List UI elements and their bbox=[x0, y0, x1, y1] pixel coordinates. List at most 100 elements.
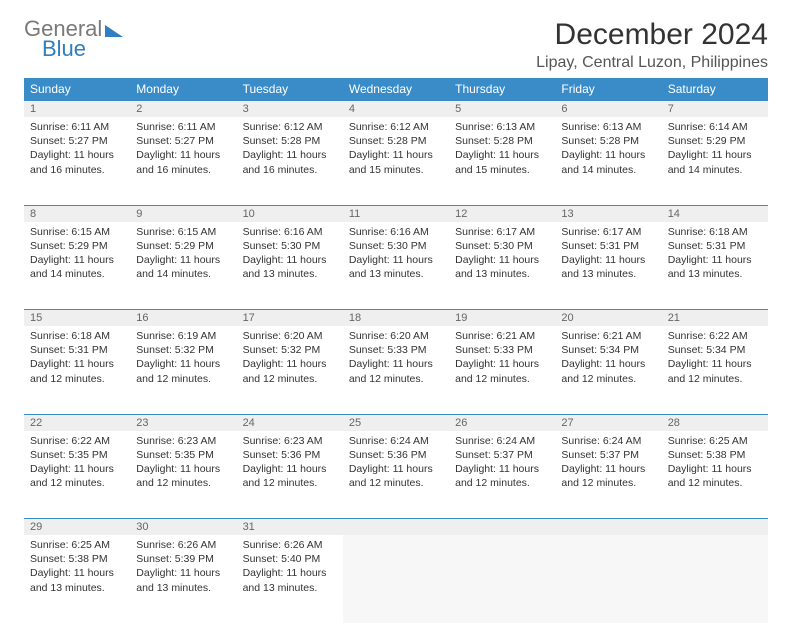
day-cell-body: Sunrise: 6:14 AMSunset: 5:29 PMDaylight:… bbox=[662, 117, 768, 183]
day-cell-body: Sunrise: 6:15 AMSunset: 5:29 PMDaylight:… bbox=[24, 222, 130, 288]
weekday-header: Monday bbox=[130, 78, 236, 101]
day-cell bbox=[343, 535, 449, 623]
day-cell-body: Sunrise: 6:17 AMSunset: 5:30 PMDaylight:… bbox=[449, 222, 555, 288]
day-cell: Sunrise: 6:11 AMSunset: 5:27 PMDaylight:… bbox=[24, 117, 130, 205]
daylight-line: Daylight: 11 hours and 16 minutes. bbox=[30, 148, 124, 176]
sunrise-line: Sunrise: 6:14 AM bbox=[668, 120, 762, 134]
daylight-line: Daylight: 11 hours and 16 minutes. bbox=[136, 148, 230, 176]
day-number-cell: 1 bbox=[24, 101, 130, 118]
sunset-line: Sunset: 5:31 PM bbox=[561, 239, 655, 253]
sunrise-line: Sunrise: 6:26 AM bbox=[136, 538, 230, 552]
daylight-line: Daylight: 11 hours and 15 minutes. bbox=[455, 148, 549, 176]
sunset-line: Sunset: 5:39 PM bbox=[136, 552, 230, 566]
day-cell-body: Sunrise: 6:16 AMSunset: 5:30 PMDaylight:… bbox=[237, 222, 343, 288]
sunrise-line: Sunrise: 6:16 AM bbox=[243, 225, 337, 239]
daylight-line: Daylight: 11 hours and 13 minutes. bbox=[455, 253, 549, 281]
day-cell: Sunrise: 6:11 AMSunset: 5:27 PMDaylight:… bbox=[130, 117, 236, 205]
sunrise-line: Sunrise: 6:19 AM bbox=[136, 329, 230, 343]
day-number-cell: 5 bbox=[449, 101, 555, 118]
daylight-line: Daylight: 11 hours and 13 minutes. bbox=[243, 566, 337, 594]
day-cell: Sunrise: 6:24 AMSunset: 5:37 PMDaylight:… bbox=[449, 431, 555, 519]
daylight-line: Daylight: 11 hours and 12 minutes. bbox=[243, 357, 337, 385]
weekday-header: Wednesday bbox=[343, 78, 449, 101]
day-cell-body: Sunrise: 6:26 AMSunset: 5:39 PMDaylight:… bbox=[130, 535, 236, 601]
day-cell: Sunrise: 6:12 AMSunset: 5:28 PMDaylight:… bbox=[237, 117, 343, 205]
daylight-line: Daylight: 11 hours and 12 minutes. bbox=[136, 462, 230, 490]
sunset-line: Sunset: 5:32 PM bbox=[243, 343, 337, 357]
sunset-line: Sunset: 5:32 PM bbox=[136, 343, 230, 357]
daylight-line: Daylight: 11 hours and 13 minutes. bbox=[243, 253, 337, 281]
day-cell-body: Sunrise: 6:13 AMSunset: 5:28 PMDaylight:… bbox=[555, 117, 661, 183]
sunrise-line: Sunrise: 6:11 AM bbox=[136, 120, 230, 134]
daylight-line: Daylight: 11 hours and 13 minutes. bbox=[349, 253, 443, 281]
day-cell: Sunrise: 6:16 AMSunset: 5:30 PMDaylight:… bbox=[237, 222, 343, 310]
day-number-cell: 17 bbox=[237, 310, 343, 327]
day-cell-body: Sunrise: 6:12 AMSunset: 5:28 PMDaylight:… bbox=[343, 117, 449, 183]
day-cell bbox=[449, 535, 555, 623]
sunset-line: Sunset: 5:28 PM bbox=[455, 134, 549, 148]
sunrise-line: Sunrise: 6:24 AM bbox=[561, 434, 655, 448]
month-title: December 2024 bbox=[536, 18, 768, 52]
day-number-cell: 22 bbox=[24, 414, 130, 431]
day-cell: Sunrise: 6:18 AMSunset: 5:31 PMDaylight:… bbox=[662, 222, 768, 310]
day-cell: Sunrise: 6:13 AMSunset: 5:28 PMDaylight:… bbox=[449, 117, 555, 205]
day-cell: Sunrise: 6:14 AMSunset: 5:29 PMDaylight:… bbox=[662, 117, 768, 205]
daylight-line: Daylight: 11 hours and 14 minutes. bbox=[136, 253, 230, 281]
week-row: Sunrise: 6:11 AMSunset: 5:27 PMDaylight:… bbox=[24, 117, 768, 205]
day-cell: Sunrise: 6:20 AMSunset: 5:32 PMDaylight:… bbox=[237, 326, 343, 414]
day-cell: Sunrise: 6:25 AMSunset: 5:38 PMDaylight:… bbox=[24, 535, 130, 623]
daylight-line: Daylight: 11 hours and 12 minutes. bbox=[30, 462, 124, 490]
day-number-cell: 24 bbox=[237, 414, 343, 431]
day-number-cell: 12 bbox=[449, 205, 555, 222]
day-cell: Sunrise: 6:26 AMSunset: 5:39 PMDaylight:… bbox=[130, 535, 236, 623]
sunrise-line: Sunrise: 6:21 AM bbox=[561, 329, 655, 343]
weekday-header: Friday bbox=[555, 78, 661, 101]
daylight-line: Daylight: 11 hours and 13 minutes. bbox=[668, 253, 762, 281]
day-cell-body: Sunrise: 6:20 AMSunset: 5:32 PMDaylight:… bbox=[237, 326, 343, 392]
day-cell-body: Sunrise: 6:24 AMSunset: 5:37 PMDaylight:… bbox=[449, 431, 555, 497]
sunset-line: Sunset: 5:28 PM bbox=[561, 134, 655, 148]
day-number-cell: 11 bbox=[343, 205, 449, 222]
day-cell: Sunrise: 6:17 AMSunset: 5:30 PMDaylight:… bbox=[449, 222, 555, 310]
daylight-line: Daylight: 11 hours and 12 minutes. bbox=[455, 357, 549, 385]
day-cell-body: Sunrise: 6:21 AMSunset: 5:34 PMDaylight:… bbox=[555, 326, 661, 392]
daylight-line: Daylight: 11 hours and 16 minutes. bbox=[243, 148, 337, 176]
day-cell bbox=[555, 535, 661, 623]
sunrise-line: Sunrise: 6:20 AM bbox=[349, 329, 443, 343]
day-cell-body: Sunrise: 6:17 AMSunset: 5:31 PMDaylight:… bbox=[555, 222, 661, 288]
day-cell: Sunrise: 6:26 AMSunset: 5:40 PMDaylight:… bbox=[237, 535, 343, 623]
day-cell-body: Sunrise: 6:15 AMSunset: 5:29 PMDaylight:… bbox=[130, 222, 236, 288]
calendar-page: General Blue December 2024 Lipay, Centra… bbox=[0, 0, 792, 641]
daylight-line: Daylight: 11 hours and 15 minutes. bbox=[349, 148, 443, 176]
day-cell: Sunrise: 6:15 AMSunset: 5:29 PMDaylight:… bbox=[130, 222, 236, 310]
day-cell-body: Sunrise: 6:24 AMSunset: 5:36 PMDaylight:… bbox=[343, 431, 449, 497]
day-number-cell: 25 bbox=[343, 414, 449, 431]
sunset-line: Sunset: 5:28 PM bbox=[349, 134, 443, 148]
daylight-line: Daylight: 11 hours and 14 minutes. bbox=[668, 148, 762, 176]
week-row: Sunrise: 6:25 AMSunset: 5:38 PMDaylight:… bbox=[24, 535, 768, 623]
day-cell: Sunrise: 6:24 AMSunset: 5:37 PMDaylight:… bbox=[555, 431, 661, 519]
sunrise-line: Sunrise: 6:13 AM bbox=[561, 120, 655, 134]
sunrise-line: Sunrise: 6:22 AM bbox=[668, 329, 762, 343]
daylight-line: Daylight: 11 hours and 12 minutes. bbox=[561, 357, 655, 385]
sunrise-line: Sunrise: 6:17 AM bbox=[561, 225, 655, 239]
sunset-line: Sunset: 5:31 PM bbox=[30, 343, 124, 357]
sunrise-line: Sunrise: 6:25 AM bbox=[30, 538, 124, 552]
logo-word-blue: Blue bbox=[42, 38, 123, 60]
weekday-header-row: Sunday Monday Tuesday Wednesday Thursday… bbox=[24, 78, 768, 101]
day-cell: Sunrise: 6:22 AMSunset: 5:35 PMDaylight:… bbox=[24, 431, 130, 519]
day-cell: Sunrise: 6:23 AMSunset: 5:35 PMDaylight:… bbox=[130, 431, 236, 519]
page-header: General Blue December 2024 Lipay, Centra… bbox=[24, 18, 768, 72]
day-number-cell: 21 bbox=[662, 310, 768, 327]
weekday-header: Sunday bbox=[24, 78, 130, 101]
day-number-cell: 10 bbox=[237, 205, 343, 222]
daylight-line: Daylight: 11 hours and 12 minutes. bbox=[561, 462, 655, 490]
week-row: Sunrise: 6:18 AMSunset: 5:31 PMDaylight:… bbox=[24, 326, 768, 414]
day-cell: Sunrise: 6:12 AMSunset: 5:28 PMDaylight:… bbox=[343, 117, 449, 205]
day-cell: Sunrise: 6:25 AMSunset: 5:38 PMDaylight:… bbox=[662, 431, 768, 519]
title-block: December 2024 Lipay, Central Luzon, Phil… bbox=[536, 18, 768, 72]
daylight-line: Daylight: 11 hours and 14 minutes. bbox=[561, 148, 655, 176]
day-number-cell: 26 bbox=[449, 414, 555, 431]
day-cell: Sunrise: 6:23 AMSunset: 5:36 PMDaylight:… bbox=[237, 431, 343, 519]
sunrise-line: Sunrise: 6:15 AM bbox=[30, 225, 124, 239]
